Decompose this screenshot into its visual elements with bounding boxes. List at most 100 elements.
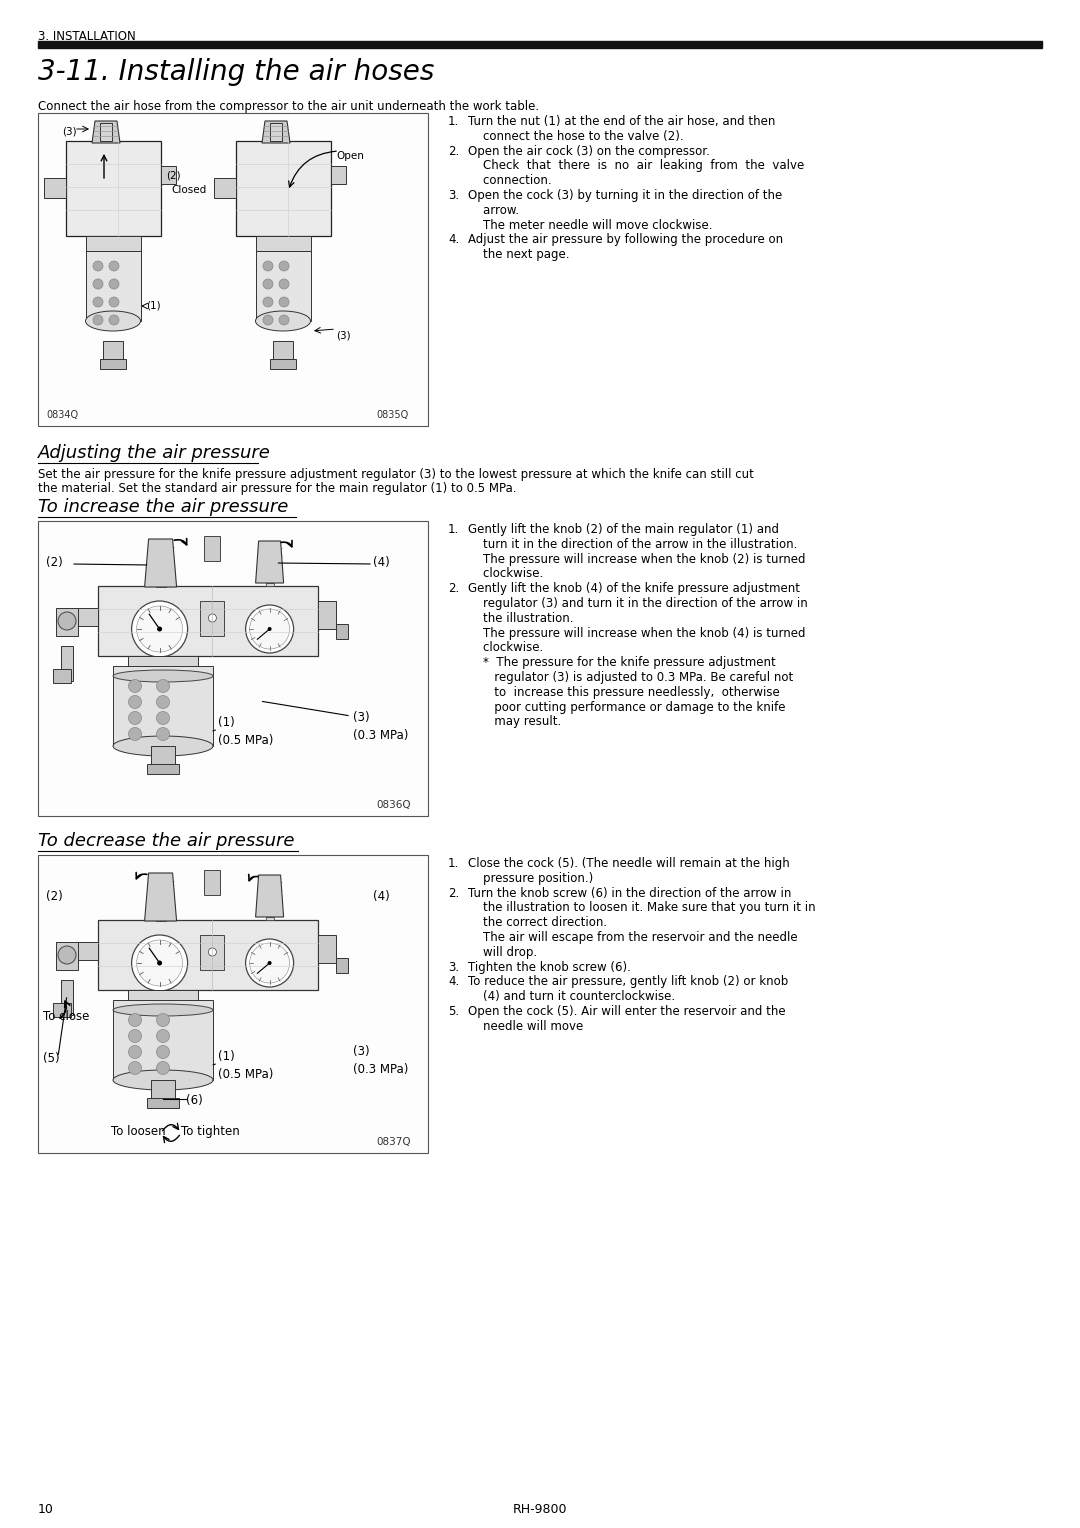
- Circle shape: [129, 695, 141, 709]
- Polygon shape: [145, 539, 177, 587]
- Circle shape: [129, 1045, 141, 1059]
- Text: Adjust the air pressure by following the procedure on: Adjust the air pressure by following the…: [468, 234, 783, 246]
- Polygon shape: [256, 541, 284, 584]
- Circle shape: [268, 961, 271, 966]
- Text: needle will move: needle will move: [468, 1019, 583, 1033]
- Text: (0.3 MPa): (0.3 MPa): [353, 1063, 408, 1076]
- Text: 3.: 3.: [448, 961, 459, 973]
- Text: the illustration.: the illustration.: [468, 611, 573, 625]
- Circle shape: [58, 613, 76, 630]
- Bar: [204, 536, 220, 561]
- Text: arrow.: arrow.: [468, 203, 519, 217]
- Text: Tighten the knob screw (6).: Tighten the knob screw (6).: [468, 961, 631, 973]
- Bar: [38, 856, 428, 1154]
- Text: Close the cock (5). (The needle will remain at the high: Close the cock (5). (The needle will rem…: [468, 857, 789, 869]
- Ellipse shape: [85, 312, 140, 332]
- Text: 0836Q: 0836Q: [376, 801, 410, 810]
- Circle shape: [93, 261, 103, 270]
- Text: (2): (2): [46, 889, 63, 903]
- Bar: [38, 521, 428, 816]
- Text: To decrease the air pressure: To decrease the air pressure: [38, 833, 295, 850]
- Text: Turn the nut (1) at the end of the air hose, and then: Turn the nut (1) at the end of the air h…: [468, 115, 775, 128]
- Bar: [147, 1099, 179, 1108]
- Text: (0.5 MPa): (0.5 MPa): [218, 733, 273, 747]
- Text: To reduce the air pressure, gently lift knob (2) or knob: To reduce the air pressure, gently lift …: [468, 975, 788, 989]
- Bar: [266, 584, 273, 587]
- Circle shape: [93, 280, 103, 289]
- Text: connect the hose to the valve (2).: connect the hose to the valve (2).: [468, 130, 684, 142]
- Bar: [201, 935, 225, 970]
- Circle shape: [157, 626, 162, 631]
- Bar: [53, 669, 71, 683]
- Text: 1.: 1.: [448, 523, 459, 536]
- Bar: [256, 235, 311, 251]
- Circle shape: [208, 947, 216, 957]
- Circle shape: [264, 261, 273, 270]
- Text: 2.: 2.: [448, 145, 459, 157]
- Text: the illustration to loosen it. Make sure that you turn it in: the illustration to loosen it. Make sure…: [468, 902, 815, 914]
- Circle shape: [268, 626, 271, 631]
- Bar: [151, 746, 175, 766]
- Text: Open the air cock (3) on the compressor.: Open the air cock (3) on the compressor.: [468, 145, 710, 157]
- Circle shape: [129, 680, 141, 692]
- Bar: [86, 251, 141, 321]
- Text: Gently lift the knob (4) of the knife pressure adjustment: Gently lift the knob (4) of the knife pr…: [468, 582, 800, 596]
- Polygon shape: [256, 876, 284, 917]
- Circle shape: [129, 1013, 141, 1027]
- Bar: [266, 917, 273, 920]
- Text: (6): (6): [186, 1094, 203, 1106]
- Text: Check  that  there  is  no  air  leaking  from  the  valve: Check that there is no air leaking from …: [468, 159, 805, 173]
- Circle shape: [208, 614, 216, 622]
- Text: will drop.: will drop.: [468, 946, 537, 958]
- Bar: [113, 999, 213, 1080]
- Bar: [237, 141, 330, 235]
- Text: 1.: 1.: [448, 857, 459, 869]
- Text: pressure position.): pressure position.): [468, 872, 593, 885]
- Circle shape: [245, 940, 294, 987]
- Text: (2): (2): [166, 171, 180, 180]
- Circle shape: [279, 315, 289, 325]
- Circle shape: [264, 280, 273, 289]
- Bar: [98, 587, 318, 656]
- Circle shape: [157, 712, 170, 724]
- Circle shape: [129, 1062, 141, 1074]
- Circle shape: [245, 605, 294, 652]
- Polygon shape: [92, 121, 120, 144]
- Text: Open the cock (3) by turning it in the direction of the: Open the cock (3) by turning it in the d…: [468, 189, 782, 202]
- Bar: [53, 1002, 71, 1018]
- Bar: [330, 167, 346, 183]
- Circle shape: [249, 610, 289, 649]
- Text: (0.3 MPa): (0.3 MPa): [353, 729, 408, 743]
- Bar: [270, 359, 296, 368]
- Bar: [273, 341, 293, 359]
- Text: poor cutting performance or damage to the knife: poor cutting performance or damage to th…: [468, 701, 785, 714]
- Text: 4.: 4.: [448, 234, 459, 246]
- Text: regulator (3) is adjusted to 0.3 MPa. Be careful not: regulator (3) is adjusted to 0.3 MPa. Be…: [468, 671, 793, 685]
- Text: (4) and turn it counterclockwise.: (4) and turn it counterclockwise.: [468, 990, 675, 1004]
- Bar: [86, 235, 141, 251]
- Circle shape: [109, 315, 119, 325]
- Text: the correct direction.: the correct direction.: [468, 917, 607, 929]
- Text: *  The pressure for the knife pressure adjustment: * The pressure for the knife pressure ad…: [468, 656, 775, 669]
- Bar: [336, 958, 348, 973]
- Text: (1): (1): [218, 717, 234, 729]
- Text: The air will escape from the reservoir and the needle: The air will escape from the reservoir a…: [468, 931, 798, 944]
- Circle shape: [129, 712, 141, 724]
- Bar: [44, 177, 66, 199]
- Text: (3): (3): [353, 1045, 369, 1057]
- Text: regulator (3) and turn it in the direction of the arrow in: regulator (3) and turn it in the directi…: [468, 597, 808, 610]
- Bar: [318, 935, 336, 963]
- Text: The pressure will increase when the knob (4) is turned: The pressure will increase when the knob…: [468, 626, 806, 640]
- Bar: [66, 141, 161, 235]
- Text: The pressure will increase when the knob (2) is turned: The pressure will increase when the knob…: [468, 553, 806, 565]
- Text: 2.: 2.: [448, 886, 459, 900]
- Bar: [113, 666, 213, 746]
- Ellipse shape: [113, 669, 213, 681]
- Text: (3): (3): [336, 332, 351, 341]
- Text: 3. INSTALLATION: 3. INSTALLATION: [38, 31, 136, 43]
- Bar: [318, 601, 336, 630]
- Bar: [98, 920, 318, 990]
- Text: 2.: 2.: [448, 582, 459, 596]
- Text: (0.5 MPa): (0.5 MPa): [218, 1068, 273, 1080]
- Bar: [214, 177, 237, 199]
